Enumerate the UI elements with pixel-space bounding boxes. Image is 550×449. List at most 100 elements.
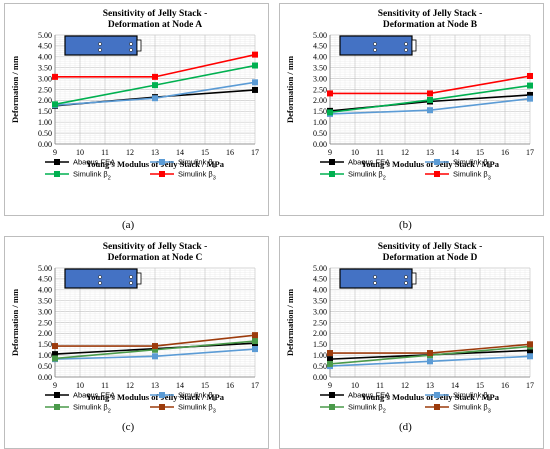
inset-node-marker <box>98 275 102 279</box>
data-point <box>527 347 533 354</box>
legend-label: Simulink β3 <box>453 170 491 182</box>
chart-svg: Sensitivity of Jelly Stack - Deformation … <box>10 242 259 415</box>
legend-label: Abaqus FEA <box>348 158 390 167</box>
y-tick-label: 4.00 <box>38 286 52 295</box>
grid <box>329 34 531 145</box>
data-point <box>52 101 58 108</box>
x-tick-label: 15 <box>476 148 484 157</box>
y-tick-label: 1.50 <box>313 107 327 116</box>
legend-marker <box>159 159 165 165</box>
y-tick-label: 4.00 <box>313 286 327 295</box>
y-tick-label: 0.00 <box>38 140 52 149</box>
data-point <box>252 338 258 345</box>
legend-marker <box>54 159 60 165</box>
caption-d: (d) <box>399 421 412 433</box>
x-tick-label: 9 <box>328 381 332 390</box>
x-tick-label: 15 <box>476 381 484 390</box>
y-tick-label: 2.50 <box>313 85 327 94</box>
legend-marker <box>329 159 335 165</box>
data-point <box>427 107 433 114</box>
y-tick-label: 2.00 <box>313 329 327 338</box>
x-tick-label: 9 <box>328 148 332 157</box>
data-point <box>327 360 333 367</box>
data-point <box>427 358 433 365</box>
caption-a: (a) <box>122 219 135 231</box>
x-tick-label: 13 <box>151 148 159 157</box>
data-point <box>252 79 258 86</box>
inset-terminal <box>136 272 142 285</box>
y-tick-label: 1.00 <box>313 351 327 360</box>
legend-marker <box>434 171 440 177</box>
x-tick-label: 12 <box>401 381 409 390</box>
inset-node-marker <box>98 42 102 46</box>
y-tick-label: 3.00 <box>38 307 52 316</box>
data-point <box>252 86 258 93</box>
data-point <box>527 72 533 79</box>
data-point <box>152 353 158 360</box>
x-tick-label: 10 <box>351 381 359 390</box>
x-tick-label: 15 <box>201 148 209 157</box>
x-tick-label: 17 <box>526 148 534 157</box>
x-tick-label: 14 <box>451 148 459 157</box>
y-tick-label: 1.00 <box>38 351 52 360</box>
x-tick-label: 9 <box>53 148 57 157</box>
legend-label: Simulink β2 <box>348 170 386 182</box>
inset-node-marker <box>98 281 102 285</box>
inset-node-marker <box>373 281 377 285</box>
y-tick-label: 4.50 <box>313 275 327 284</box>
data-point <box>252 62 258 69</box>
x-tick-label: 13 <box>151 381 159 390</box>
data-point <box>252 51 258 58</box>
x-tick-label: 10 <box>76 381 84 390</box>
x-tick-label: 17 <box>526 381 534 390</box>
x-tick-label: 11 <box>376 148 384 157</box>
x-tick-label: 16 <box>501 381 509 390</box>
y-tick-label: 0.50 <box>313 129 327 138</box>
x-tick-label: 14 <box>176 381 184 390</box>
x-axis-label: Young's Modulus of Jelly Stack / MPa <box>361 392 500 402</box>
chart-title: Deformation at Node B <box>383 20 478 30</box>
x-tick-label: 14 <box>451 381 459 390</box>
y-tick-label: 1.00 <box>313 118 327 127</box>
y-tick-label: 0.00 <box>313 373 327 382</box>
y-axis-label: Deformation / mm <box>285 56 295 123</box>
y-tick-label: 3.50 <box>38 297 52 306</box>
inset-node-marker <box>404 275 408 279</box>
y-tick-label: 0.00 <box>38 373 52 382</box>
legend-marker <box>434 392 440 398</box>
data-point <box>527 341 533 348</box>
y-tick-label: 5.00 <box>38 31 52 40</box>
x-tick-label: 12 <box>401 148 409 157</box>
legend-label: Simulink β3 <box>453 403 491 415</box>
x-tick-label: 16 <box>501 148 509 157</box>
x-tick-label: 16 <box>226 381 234 390</box>
chart-title: Sensitivity of Jelly Stack - <box>103 242 208 252</box>
y-tick-label: 3.50 <box>313 64 327 73</box>
y-axis-label: Deformation / mm <box>10 289 20 356</box>
x-tick-label: 11 <box>376 381 384 390</box>
y-tick-label: 0.00 <box>313 140 327 149</box>
data-point <box>52 343 58 350</box>
battery-inset <box>339 35 417 56</box>
battery-inset <box>339 268 417 289</box>
y-tick-label: 2.00 <box>38 96 52 105</box>
data-point <box>252 332 258 339</box>
data-point <box>327 90 333 97</box>
data-point <box>527 82 533 89</box>
chart-panel-d: Sensitivity of Jelly Stack - Deformation … <box>279 236 544 449</box>
data-point <box>152 73 158 80</box>
x-tick-label: 17 <box>251 381 259 390</box>
x-tick-label: 10 <box>76 148 84 157</box>
legend-label: Simulink β2 <box>73 170 111 182</box>
caption-b: (b) <box>399 219 412 231</box>
y-tick-label: 2.00 <box>38 329 52 338</box>
y-tick-label: 4.50 <box>313 42 327 51</box>
chart-svg: Sensitivity of Jelly Stack -Deformation … <box>10 9 259 182</box>
y-tick-label: 3.00 <box>38 74 52 83</box>
y-tick-label: 2.50 <box>313 318 327 327</box>
y-tick-label: 5.00 <box>313 31 327 40</box>
x-tick-label: 17 <box>251 148 259 157</box>
inset-node-marker <box>404 42 408 46</box>
data-point <box>152 343 158 350</box>
inset-terminal <box>411 272 417 285</box>
